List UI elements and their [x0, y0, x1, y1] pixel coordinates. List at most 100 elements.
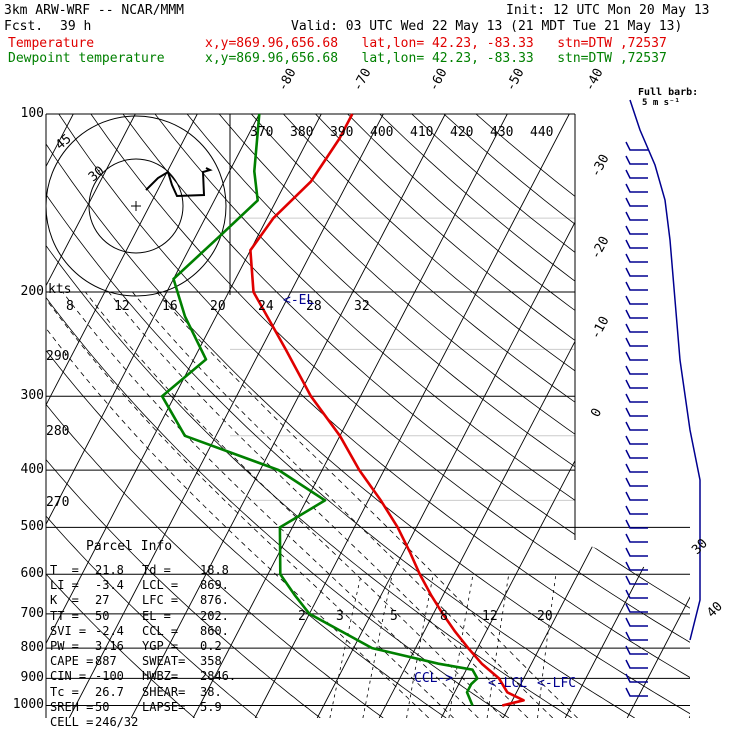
theta-label: 440	[530, 125, 553, 140]
dewpoint-location: x,y=869.96,656.68 lat,lon= 42.23, -83.33…	[205, 51, 667, 66]
wind-barb	[625, 379, 648, 389]
forecast-hour: 39 h	[60, 19, 92, 34]
parcel-info-cell: CELL =	[50, 715, 94, 729]
parcel-info-cell: 860.	[200, 623, 229, 638]
hodo-unit: kts	[48, 282, 71, 297]
theta-side-label: 270	[46, 495, 69, 510]
wind-barb	[625, 351, 648, 361]
wind-barb	[625, 267, 648, 277]
hodo-axis-label: 16	[162, 299, 178, 314]
parcel-info-cell: SVI =	[50, 623, 87, 638]
moist-adiabat-8	[46, 291, 430, 718]
parcel-info-cell: -2.4	[95, 623, 124, 638]
moist-adiabat-20	[85, 291, 504, 718]
wind-barb	[625, 197, 648, 207]
parcel-info-cell: 18.8	[200, 563, 229, 577]
wind-barb	[625, 407, 648, 417]
hodo-axis-label: 32	[354, 299, 370, 314]
theta-side-label: 290	[46, 349, 69, 364]
parcel-info-cell: LCL =	[142, 578, 179, 593]
wind-barb	[625, 449, 648, 459]
wind-barb	[625, 561, 648, 571]
theta-side-label: 280	[46, 424, 69, 439]
parcel-info-cell: HWBZ=	[142, 669, 179, 684]
theta-label: 410	[410, 125, 433, 140]
model-title: 3km ARW-WRF -- NCAR/MMM	[4, 3, 185, 18]
wind-barb	[625, 547, 648, 557]
parcel-info-cell: -100	[95, 669, 124, 684]
dewpoint-profile	[160, 113, 479, 706]
theta-label: 400	[370, 125, 393, 140]
wind-barb	[625, 645, 648, 655]
wind-barb	[625, 519, 648, 529]
dry-adiabat-440	[411, 114, 690, 718]
wind-barb	[625, 141, 648, 151]
wind-barb	[625, 477, 648, 487]
parcel-info-cell: CAPE =	[50, 654, 94, 669]
mixing-ratio-label: 3	[336, 609, 344, 624]
valid-time: Valid: 03 UTC Wed 22 May 13 (21 MDT Tue …	[291, 19, 683, 34]
dry-adiabat-350	[122, 114, 690, 718]
pressure-label-200: 200	[20, 284, 44, 300]
parcel-info-cell: YGP =	[142, 639, 179, 653]
parcel-info-cell: 27	[95, 593, 110, 608]
dry-adiabat-290	[46, 114, 510, 718]
ccl-marker: CCL->	[414, 671, 453, 686]
pressure-label-100: 100	[20, 106, 44, 121]
isotherm-50	[688, 114, 690, 718]
pressure-label-600: 600	[20, 566, 44, 582]
temperature-location: x,y=869.96,656.68 lat,lon= 42.23, -83.33…	[205, 36, 667, 51]
wind-barb	[625, 687, 648, 697]
dry-adiabat-260	[46, 114, 321, 718]
isotherm-label: 0	[588, 406, 605, 420]
isotherm--110	[0, 114, 11, 718]
dry-adiabat-340	[90, 114, 690, 718]
parcel-info-cell: 202.	[200, 608, 229, 623]
parcel-info-cell: CCL =	[142, 623, 179, 638]
wind-barb	[625, 673, 648, 683]
dry-adiabat-250	[46, 114, 258, 718]
mixing-ratio-label: 2	[298, 609, 306, 624]
mixing-ratio-2	[329, 574, 362, 718]
moist-adiabat-24	[108, 291, 529, 718]
mixing-ratio-label: 20	[537, 609, 553, 624]
wind-barb	[625, 505, 648, 515]
isotherm-20	[502, 114, 690, 718]
parcel-info-cell: 2846.	[200, 669, 237, 684]
mixing-ratio-label: 8	[440, 609, 448, 624]
theta-label: 380	[290, 125, 313, 140]
pressure-label-300: 300	[20, 388, 44, 404]
mixing-ratio-label: 5	[390, 609, 398, 624]
parcel-info-cell: -3.4	[95, 578, 124, 593]
barb-legend: Full barb:	[638, 87, 698, 98]
hodo-axis-label: 20	[210, 299, 226, 314]
parcel-info-cell: PW =	[50, 639, 79, 653]
isotherm--20	[254, 114, 570, 718]
parcel-info-cell: Td =	[142, 563, 171, 577]
isotherm-label: -70	[350, 66, 374, 94]
parcel-info-cell: 5.9	[200, 699, 222, 714]
wind-barb	[625, 463, 648, 473]
dry-adiabat-430	[379, 114, 690, 718]
wind-barb	[625, 659, 648, 669]
isotherm-label: -20	[588, 234, 612, 262]
moist-adiabat-32	[156, 291, 578, 718]
parcel-info-cell: EL =	[142, 608, 171, 623]
hodo-axis-label: 24	[258, 299, 274, 314]
hodo-ring-30	[88, 158, 184, 254]
hodograph	[45, 115, 227, 297]
mixing-ratio-5	[406, 574, 434, 718]
wind-barb	[625, 295, 648, 305]
dry-adiabat-270	[46, 114, 384, 718]
parcel-info-cell: 50	[95, 608, 110, 623]
parcel-info-cell: 358	[200, 654, 222, 669]
wind-barb	[625, 281, 648, 291]
dry-adiabat-420	[347, 114, 690, 718]
isotherm--80	[46, 114, 198, 718]
isotherm--50	[68, 114, 384, 718]
mixing-ratio-label: 12	[482, 609, 498, 624]
hodo-axis-label: 8	[66, 299, 74, 314]
wind-barb	[625, 225, 648, 235]
dry-adiabat-240	[46, 114, 195, 718]
